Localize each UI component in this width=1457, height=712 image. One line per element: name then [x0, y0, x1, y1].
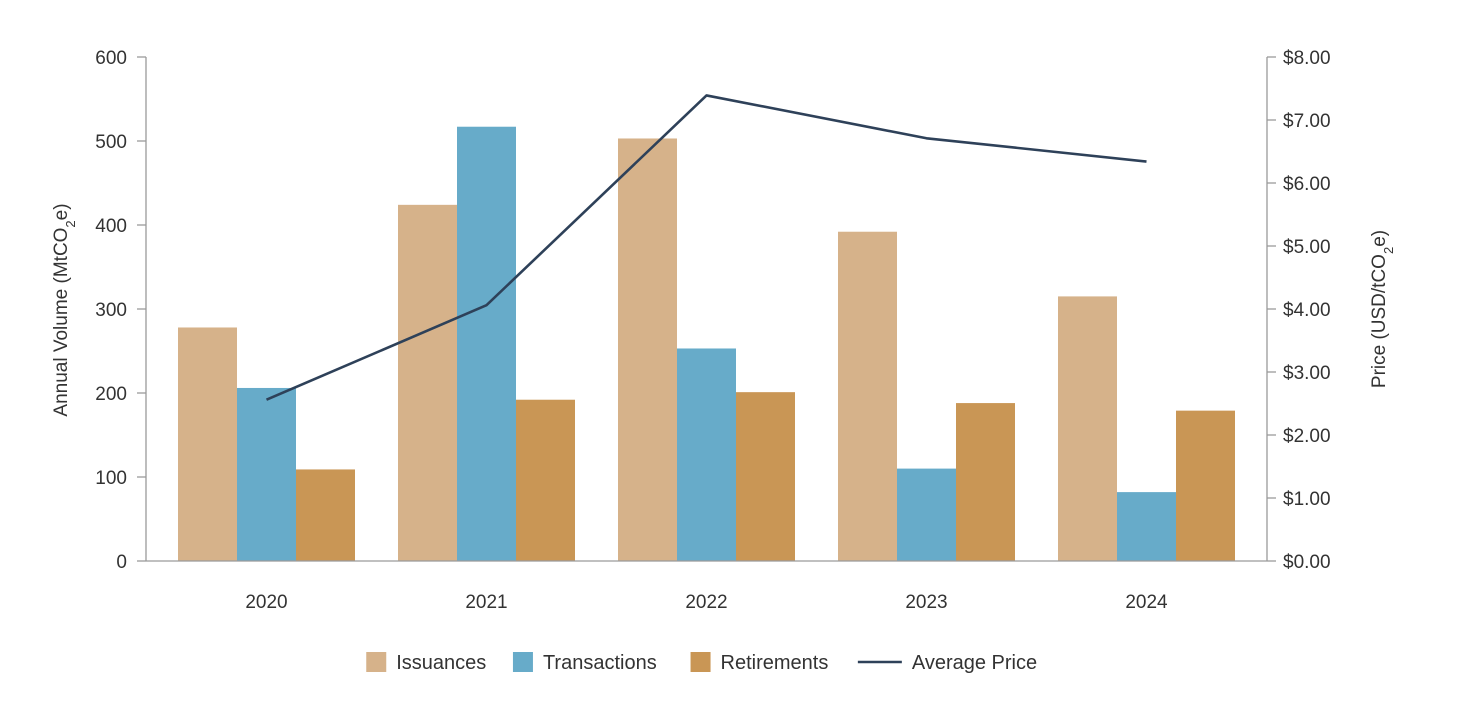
bars	[178, 126, 1235, 562]
right-axis-tick-label: $8.00	[1283, 48, 1331, 69]
x-axis-label-2022: 2022	[685, 592, 727, 613]
left-axis-title: Annual Volume (MtCO2e)	[51, 203, 78, 416]
bar-issuances-2022	[618, 138, 677, 562]
left-axis-tick-label: 200	[95, 384, 127, 405]
legend: Issuances Transactions Retirements Average …	[366, 652, 1037, 674]
right-axis-title: Price (USD/tCO2e)	[1369, 230, 1396, 388]
legend-label-retirements: Retirements	[721, 652, 829, 674]
right-axis-tick-label: $1.00	[1283, 489, 1331, 510]
bar-issuances-2024	[1058, 296, 1117, 561]
bar-retirements-2020	[296, 469, 355, 561]
right-axis-title-part-2: e)	[1369, 230, 1390, 247]
left-axis-tick-label: 500	[95, 132, 127, 153]
x-axis-label-2023: 2023	[905, 592, 947, 613]
bar-transactions-2023	[897, 468, 956, 561]
x-axis-label-2021: 2021	[465, 592, 507, 613]
bar-issuances-2023	[838, 231, 897, 561]
right-axis-title-subscript: 2	[1381, 247, 1396, 254]
x-axis-label-2024: 2024	[1125, 592, 1168, 613]
legend-label-transactions: Transactions	[543, 652, 657, 674]
left-axis-title-part-1: Annual Volume (MtCO	[51, 228, 72, 417]
bar-retirements-2023	[956, 403, 1015, 561]
x-axis: 2020 2021 2022 2023 2024	[146, 560, 1267, 613]
bar-retirements-2021	[516, 399, 575, 561]
left-axis-tick-label: 300	[95, 300, 127, 321]
right-axis-tick-label: $4.00	[1283, 300, 1331, 321]
right-axis-tick-label: $5.00	[1283, 237, 1331, 258]
left-axis-tick-label: 100	[95, 468, 127, 489]
bar-retirements-2022	[736, 392, 795, 561]
bar-retirements-2024	[1176, 410, 1235, 561]
legend-swatch-retirements	[690, 652, 711, 672]
right-axis-tick-label: $7.00	[1283, 111, 1331, 132]
legend-swatch-issuances	[366, 652, 387, 672]
bar-transactions-2021	[457, 126, 516, 561]
legend-label-issuances: Issuances	[396, 652, 486, 674]
right-axis: $0.00 $1.00 $2.00 $3.00 $4.00 $5.00 $6.00 $7.00…	[1266, 48, 1331, 573]
left-axis-tick-label: 400	[95, 216, 127, 237]
bar-transactions-2020	[237, 387, 296, 561]
bar-issuances-2021	[398, 204, 457, 561]
right-axis-tick-label: $3.00	[1283, 363, 1331, 384]
left-axis-tick-label: 600	[95, 48, 127, 69]
bar-transactions-2024	[1117, 492, 1176, 561]
left-axis-tick-label: 0	[116, 552, 127, 573]
price-line-layer	[265, 94, 1147, 401]
right-axis-tick-label: $0.00	[1283, 552, 1331, 573]
right-axis-tick-label: $6.00	[1283, 174, 1331, 195]
bar-issuances-2020	[178, 327, 237, 561]
legend-swatch-transactions	[512, 652, 533, 672]
bar-transactions-2022	[677, 348, 736, 561]
right-axis-title-part-1: Price (USD/tCO	[1369, 254, 1390, 388]
x-axis-label-2020: 2020	[245, 592, 287, 613]
legend-label-average-price: Average Price	[912, 652, 1037, 674]
left-axis-title-part-2: e)	[51, 203, 72, 220]
right-axis-tick-label: $2.00	[1283, 426, 1331, 447]
left-axis-title-subscript: 2	[63, 220, 78, 227]
left-axis: 0 100 200 300 400 500 600	[95, 48, 147, 573]
